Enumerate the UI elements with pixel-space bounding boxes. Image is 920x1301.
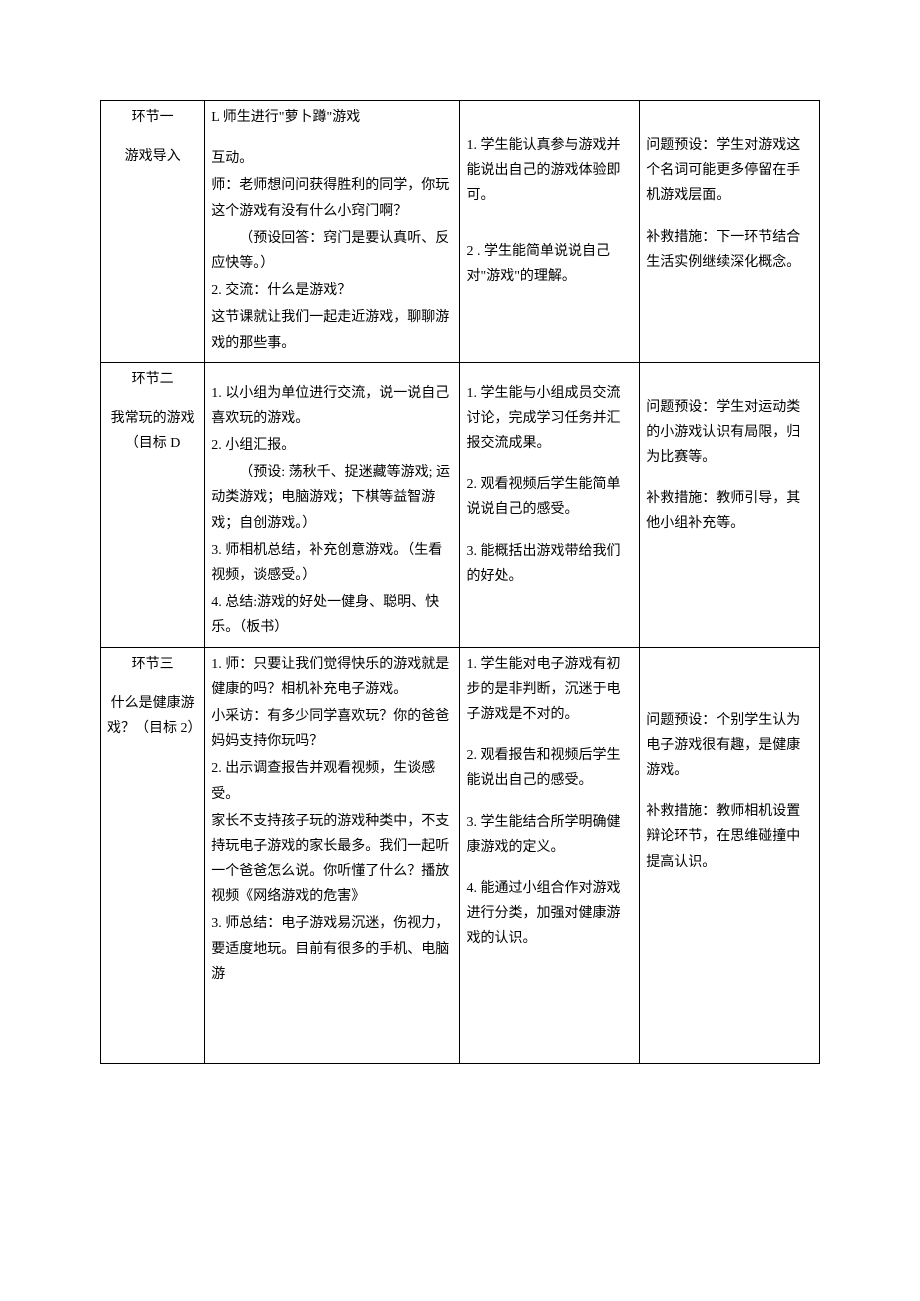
text-line: 2. 观看报告和视频后学生能说出自己的感受。	[466, 743, 633, 793]
blank-line	[646, 105, 813, 119]
blank-line	[466, 119, 633, 133]
blank-line	[466, 729, 633, 743]
outcome-cell: 1. 学生能对电子游戏有初步的是非判断，沉迷于电子游戏是不对的。 2. 观看报告和…	[460, 647, 640, 1063]
blank-line	[646, 367, 813, 381]
text-line: 问题预设：学生对运动类的小游戏认识有局限，归为比赛等。	[646, 395, 813, 471]
text-line: 问题预设：学生对游戏这个名词可能更多停留在手机游戏层面。	[646, 133, 813, 209]
text-line: 1. 学生能与小组成员交流讨论，完成学习任务并汇报交流成果。	[466, 381, 633, 457]
blank-line	[466, 367, 633, 381]
blank-line	[466, 458, 633, 472]
blank-line	[466, 225, 633, 239]
notes-cell: 问题预设：学生对运动类的小游戏认识有局限，归为比赛等。补救措施：教师引导，其他小…	[640, 362, 820, 647]
page: 环节一游戏导入L 师生进行"萝卜蹲"游戏互动。师：老师想问问获得胜利的同学，你玩…	[0, 0, 920, 1124]
stage-title: 环节三	[107, 652, 198, 677]
text-line: 3. 师相机总结，补充创意游戏。（生看视频，谈感受。）	[211, 538, 453, 588]
blank-line	[211, 132, 453, 146]
text-line: 互动。	[211, 146, 453, 171]
activity-cell: 1. 以小组为单位进行交流，说一说自己喜欢玩的游戏。2. 小组汇报。（预设: 荡…	[205, 362, 460, 647]
text-line: 1. 师：只要让我们觉得快乐的游戏就是健康的吗？相机补充电子游戏。	[211, 652, 453, 702]
text-line: 3. 师总结：电子游戏易沉迷，伤视力，要适度地玩。目前有很多的手机、电脑游	[211, 911, 453, 987]
blank-line	[646, 652, 813, 666]
text-line: 补救措施：教师相机设置辩论环节，在思维碰撞中提高认识。	[646, 799, 813, 875]
stage-title: 环节二	[107, 367, 198, 392]
text-line: 3. 能概括出游戏带给我们的好处。	[466, 539, 633, 589]
blank-line	[646, 680, 813, 694]
blank-line	[646, 666, 813, 680]
blank-line	[646, 211, 813, 225]
text-line: 3. 学生能结合所学明确健康游戏的定义。	[466, 810, 633, 860]
activity-cell: L 师生进行"萝卜蹲"游戏互动。师：老师想问问获得胜利的同学，你玩这个游戏有没有…	[205, 101, 460, 363]
text-line: 2. 出示调查报告并观看视频，生谈感受。	[211, 756, 453, 806]
text-line: 1. 学生能认真参与游戏并能说出自己的游戏体验即可。	[466, 133, 633, 209]
stage-title: 环节一	[107, 105, 198, 130]
lesson-plan-table: 环节一游戏导入L 师生进行"萝卜蹲"游戏互动。师：老师想问问获得胜利的同学，你玩…	[100, 100, 820, 1064]
text-line: 小采访：有多少同学喜欢玩？你的爸爸妈妈支持你玩吗？	[211, 704, 453, 754]
blank-line	[646, 381, 813, 395]
text-line: 2. 观看视频后学生能简单说说自己的感受。	[466, 472, 633, 522]
table-body: 环节一游戏导入L 师生进行"萝卜蹲"游戏互动。师：老师想问问获得胜利的同学，你玩…	[101, 101, 820, 1064]
outcome-cell: 1. 学生能认真参与游戏并能说出自己的游戏体验即可。 2 . 学生能简单说说自己对…	[460, 101, 640, 363]
table-row: 环节三什么是健康游戏？（目标 2）1. 师：只要让我们觉得快乐的游戏就是健康的吗…	[101, 647, 820, 1063]
blank-line	[646, 694, 813, 708]
outcome-cell: 1. 学生能与小组成员交流讨论，完成学习任务并汇报交流成果。 2. 观看视频后学生…	[460, 362, 640, 647]
blank-line	[646, 472, 813, 486]
stage-subtitle: 游戏导入	[107, 144, 198, 169]
blank-line	[466, 525, 633, 539]
text-line: 2. 交流：什么是游戏？	[211, 278, 453, 303]
text-line: L 师生进行"萝卜蹲"游戏	[211, 105, 453, 130]
text-line: 4. 总结:游戏的好处一健身、聪明、快乐。（板书）	[211, 590, 453, 640]
stage-subtitle: 我常玩的游戏（目标 D	[107, 406, 198, 456]
blank-line	[466, 105, 633, 119]
table-row: 环节一游戏导入L 师生进行"萝卜蹲"游戏互动。师：老师想问问获得胜利的同学，你玩…	[101, 101, 820, 363]
blank-line	[211, 367, 453, 381]
text-line: （预设: 荡秋千、捉迷藏等游戏; 运动类游戏；电脑游戏；下棋等益智游戏；自创游戏…	[211, 460, 453, 536]
stage-subtitle: 什么是健康游戏？（目标 2）	[107, 691, 198, 741]
text-line: （预设回答：窍门是要认真听、反应快等。）	[211, 226, 453, 276]
stage-cell: 环节一游戏导入	[101, 101, 205, 363]
text-line: 2 . 学生能简单说说自己对"游戏"的理解。	[466, 239, 633, 289]
blank-line	[646, 785, 813, 799]
bottom-pad	[211, 989, 453, 1059]
text-line: 师：老师想问问获得胜利的同学，你玩这个游戏有没有什么小窍门啊？	[211, 173, 453, 223]
notes-cell: 问题预设：学生对游戏这个名词可能更多停留在手机游戏层面。补救措施：下一环节结合生…	[640, 101, 820, 363]
text-line: 这节课就让我们一起走近游戏，聊聊游戏的那些事。	[211, 305, 453, 355]
stage-cell: 环节二我常玩的游戏（目标 D	[101, 362, 205, 647]
text-line: 补救措施：下一环节结合生活实例继续深化概念。	[646, 225, 813, 275]
activity-cell: 1. 师：只要让我们觉得快乐的游戏就是健康的吗？相机补充电子游戏。小采访：有多少…	[205, 647, 460, 1063]
text-line: 家长不支持孩子玩的游戏种类中，不支持玩电子游戏的家长最多。我们一起听一个爸爸怎么…	[211, 809, 453, 910]
blank-line	[466, 796, 633, 810]
table-row: 环节二我常玩的游戏（目标 D1. 以小组为单位进行交流，说一说自己喜欢玩的游戏。…	[101, 362, 820, 647]
blank-line	[466, 211, 633, 225]
text-line: 4. 能通过小组合作对游戏进行分类，加强对健康游戏的认识。	[466, 876, 633, 952]
text-line: 补救措施：教师引导，其他小组补充等。	[646, 486, 813, 536]
text-line: 问题预设：个别学生认为电子游戏很有趣，是健康游戏。	[646, 708, 813, 784]
text-line: 2. 小组汇报。	[211, 433, 453, 458]
stage-cell: 环节三什么是健康游戏？（目标 2）	[101, 647, 205, 1063]
blank-line	[646, 119, 813, 133]
text-line: 1. 以小组为单位进行交流，说一说自己喜欢玩的游戏。	[211, 381, 453, 431]
text-line: 1. 学生能对电子游戏有初步的是非判断，沉迷于电子游戏是不对的。	[466, 652, 633, 728]
blank-line	[466, 862, 633, 876]
notes-cell: 问题预设：个别学生认为电子游戏很有趣，是健康游戏。补救措施：教师相机设置辩论环节…	[640, 647, 820, 1063]
